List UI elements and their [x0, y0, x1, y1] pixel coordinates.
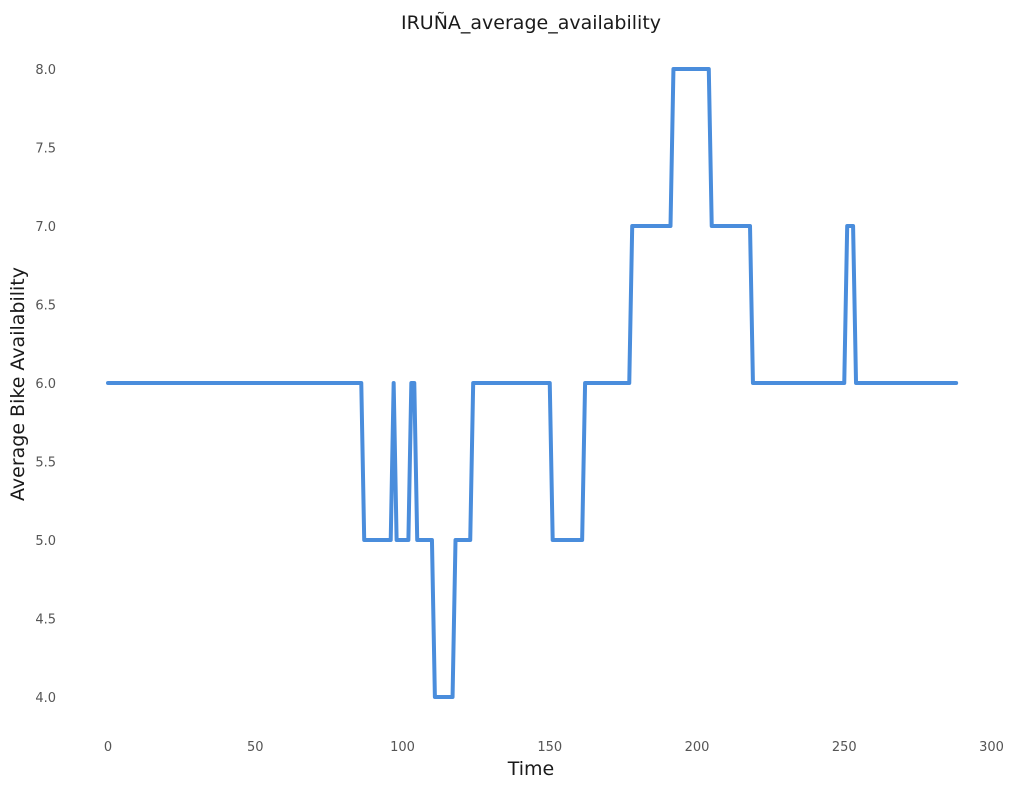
x-tick-label: 250 [832, 740, 857, 755]
chart-title: IRUÑA_average_availability [401, 11, 661, 34]
x-axis-ticks: 0 50 100 150 200 250 300 [104, 740, 1004, 755]
y-tick-label: 5.5 [35, 456, 56, 471]
x-tick-label: 50 [247, 740, 264, 755]
y-tick-label: 4.5 [35, 613, 56, 628]
x-tick-label: 0 [104, 740, 112, 755]
x-tick-label: 100 [390, 740, 415, 755]
y-tick-label: 6.0 [35, 377, 56, 392]
y-tick-label: 6.5 [35, 299, 56, 314]
y-tick-label: 4.0 [35, 691, 56, 706]
y-tick-label: 7.0 [35, 220, 56, 235]
y-tick-label: 7.5 [35, 142, 56, 157]
x-tick-label: 150 [537, 740, 562, 755]
x-tick-label: 200 [685, 740, 710, 755]
series-line-0 [106, 67, 959, 699]
x-tick-label: 300 [979, 740, 1004, 755]
y-axis-label: Average Bike Availability [7, 267, 29, 501]
y-tick-label: 8.0 [35, 63, 56, 78]
y-tick-label: 5.0 [35, 534, 56, 549]
series-layer [106, 67, 959, 699]
y-axis-ticks: 4.0 4.5 5.0 5.5 6.0 6.5 7.0 7.5 8.0 [35, 63, 56, 706]
x-axis-label: Time [507, 758, 555, 780]
